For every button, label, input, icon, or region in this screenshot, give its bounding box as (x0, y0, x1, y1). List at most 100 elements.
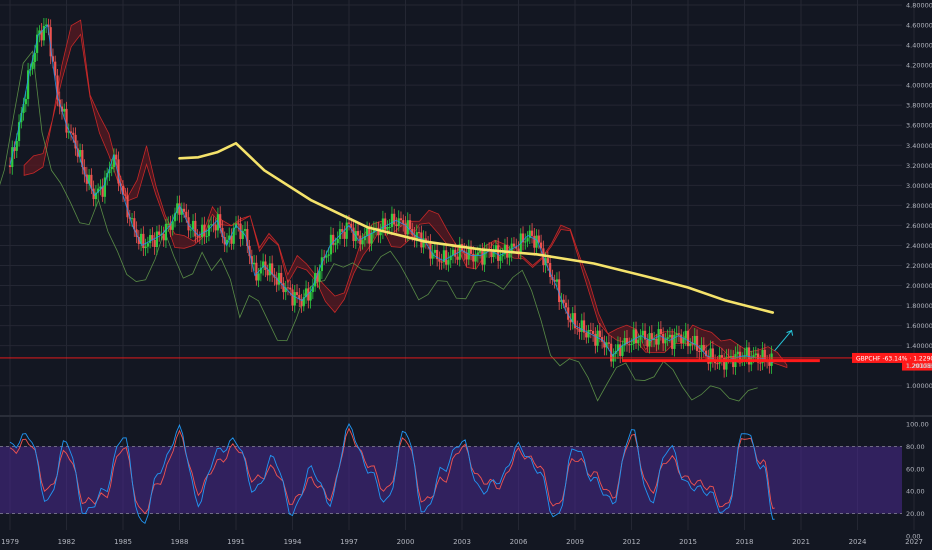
price-line (9, 24, 773, 364)
candle-body (54, 61, 57, 76)
candle-body (196, 236, 199, 238)
candle-body (467, 246, 470, 260)
candle-body (90, 174, 93, 189)
candle-body (266, 270, 269, 276)
candle-body (567, 307, 570, 320)
candle-body (653, 339, 656, 341)
candle-body (225, 239, 229, 245)
y-tick-label: 2.20000 (906, 262, 932, 270)
y-tick-label: 4.00000 (906, 82, 932, 90)
candle-body (702, 344, 705, 351)
candle-body (472, 253, 475, 262)
candle-body (286, 287, 290, 289)
candle-body (580, 320, 583, 332)
candle-body (325, 255, 328, 258)
candle-body (540, 242, 543, 249)
candle-body (413, 234, 416, 240)
candle-body (442, 250, 446, 263)
candle-body (445, 250, 448, 265)
candle-body (103, 177, 107, 197)
candle-body (51, 56, 55, 62)
candle-body (69, 131, 73, 133)
candle-body (763, 349, 766, 362)
candle-body (173, 213, 177, 222)
candle-body (454, 249, 457, 257)
candle-body (36, 34, 39, 53)
candle-body (63, 108, 66, 112)
candle-body (436, 249, 439, 260)
candle-body (515, 246, 518, 249)
price-label-support: 1.20108 (906, 363, 931, 370)
candle-body (637, 339, 640, 344)
candle-body (327, 254, 330, 256)
candle-body (26, 70, 30, 99)
candle-body (361, 240, 364, 245)
candle-body (40, 30, 43, 41)
candle-body (365, 228, 369, 236)
candle-body (117, 159, 120, 184)
candle-body (343, 231, 346, 239)
candle-body (74, 134, 77, 149)
candle-body (108, 169, 111, 174)
ichimoku-clouds (0, 19, 788, 402)
candle-body (241, 230, 244, 239)
candle-body (370, 232, 373, 244)
candle-body (646, 339, 649, 347)
candle-body (634, 329, 638, 344)
candle-body (659, 329, 662, 334)
candle-body (603, 341, 606, 348)
candle-body (243, 229, 247, 231)
candle-body (289, 287, 292, 290)
candle-body (483, 249, 486, 265)
candle-body (320, 257, 323, 272)
candle-body (169, 223, 172, 230)
x-tick-label: 2024 (849, 538, 867, 546)
candle-body (682, 338, 685, 344)
candle-body (549, 263, 552, 278)
candle-body (47, 24, 50, 28)
candle-body (605, 342, 608, 348)
candle-body (334, 243, 337, 245)
x-tick-label: 1979 (1, 538, 19, 546)
candle-body (164, 223, 168, 241)
stoch-k-line (9, 423, 775, 525)
candle-body (415, 232, 418, 240)
candle-body (228, 235, 231, 240)
candle-body (768, 362, 771, 366)
candle-body (677, 333, 681, 335)
candle-body (630, 343, 633, 345)
price-label-box (852, 352, 932, 363)
y-tick-label: 3.80000 (906, 102, 932, 110)
x-tick-label: 1997 (340, 538, 358, 546)
candle-body (395, 224, 398, 227)
x-tick-label: 2027 (905, 538, 923, 546)
candle-body (356, 231, 360, 236)
candle-body (537, 235, 540, 243)
candle-body (13, 147, 16, 151)
candle-body (176, 203, 179, 214)
candle-body (239, 223, 242, 239)
candle-body (704, 350, 708, 357)
candle-body (99, 186, 102, 189)
candle-body (673, 334, 676, 349)
kumo-cloud (23, 19, 788, 369)
candle-body (388, 226, 391, 228)
candle-body (210, 224, 213, 226)
oscillator-tick-label: 0.00 (906, 533, 920, 541)
candle-body (399, 218, 403, 221)
candle-body (508, 253, 511, 258)
candle-body (501, 254, 504, 257)
candle-body (121, 185, 125, 195)
y-tick-label: 1.40000 (906, 342, 932, 350)
candle-body (377, 227, 380, 236)
y-tick-label: 4.60000 (906, 22, 932, 30)
candle-body (402, 220, 405, 224)
candle-body (720, 355, 723, 359)
yellow-trendline (178, 141, 775, 314)
candle-body (268, 263, 271, 276)
candle-body (194, 220, 197, 237)
candle-body (747, 347, 751, 365)
candle-body (698, 350, 701, 352)
candle-body (78, 150, 82, 157)
x-tick-label: 2021 (792, 538, 810, 546)
